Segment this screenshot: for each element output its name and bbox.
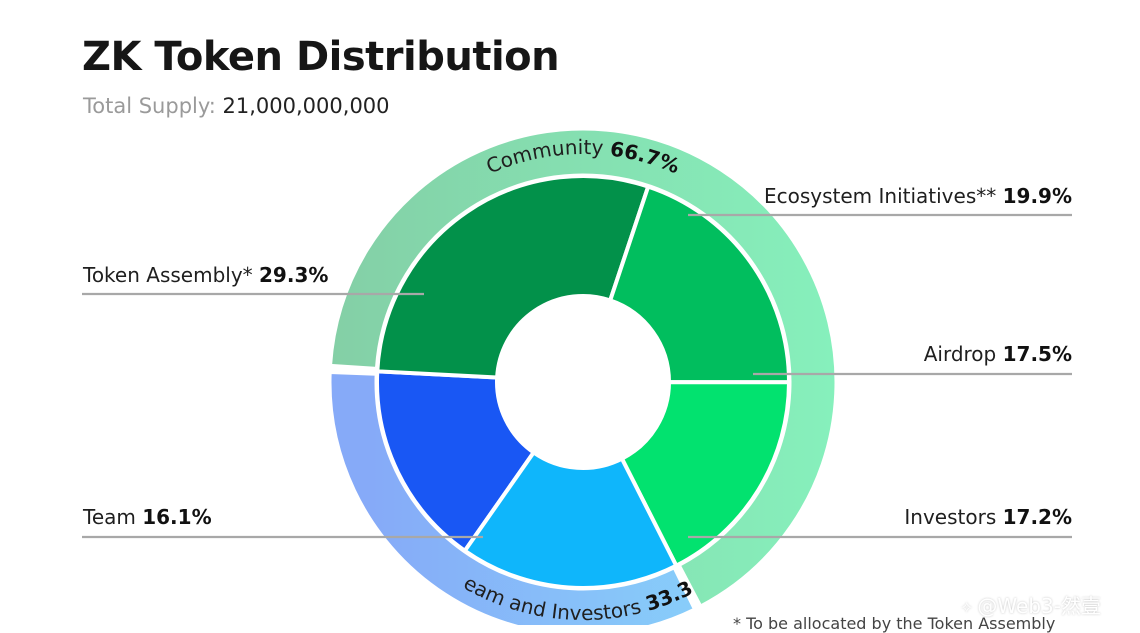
slice-label-value: 29.3%: [259, 263, 328, 287]
slice-label-token-assembly: Token Assembly* 29.3%: [82, 263, 328, 287]
slice-label-value: 17.2%: [1003, 505, 1072, 529]
diamond-logo-icon: ✧: [960, 598, 974, 617]
slice-label-name: Token Assembly*: [82, 263, 259, 287]
slice-label-airdrop: Airdrop 17.5%: [924, 342, 1072, 366]
total-supply-value: 21,000,000,000: [222, 94, 390, 118]
slice-label-investors: Investors 17.2%: [904, 505, 1072, 529]
slice-label-team: Team 16.1%: [82, 505, 212, 529]
slice-label-name: Ecosystem Initiatives**: [764, 184, 1003, 208]
slice-label-name: Team: [82, 505, 142, 529]
slice-airdrop: [619, 380, 791, 568]
total-supply-label: Total Supply:: [83, 94, 216, 118]
total-supply: Total Supply: 21,000,000,000: [83, 94, 390, 118]
slice-label-value: 16.1%: [142, 505, 211, 529]
slice-token-assembly: [375, 174, 651, 380]
slice-label-name: Investors: [904, 505, 1002, 529]
slice-label-value: 17.5%: [1003, 342, 1072, 366]
page-title: ZK Token Distribution: [82, 34, 560, 80]
slice-labels: Team 16.1% Token Assembly* 29.3% Ecosystem…: [82, 184, 1072, 529]
slice-label-name: Airdrop: [924, 342, 1003, 366]
slice-label-ecosystem-initiatives: Ecosystem Initiatives** 19.9%: [764, 184, 1072, 208]
slice-investors: [462, 450, 679, 590]
slice-ring: [375, 174, 792, 590]
watermark-text: @Web3-然壹: [977, 594, 1101, 618]
watermark: ✧ @Web3-然壹: [960, 590, 1101, 619]
slice-label-value: 19.9%: [1003, 184, 1072, 208]
leader-lines: [82, 213, 1072, 539]
slice-ecosystem-initiatives: [608, 184, 792, 385]
